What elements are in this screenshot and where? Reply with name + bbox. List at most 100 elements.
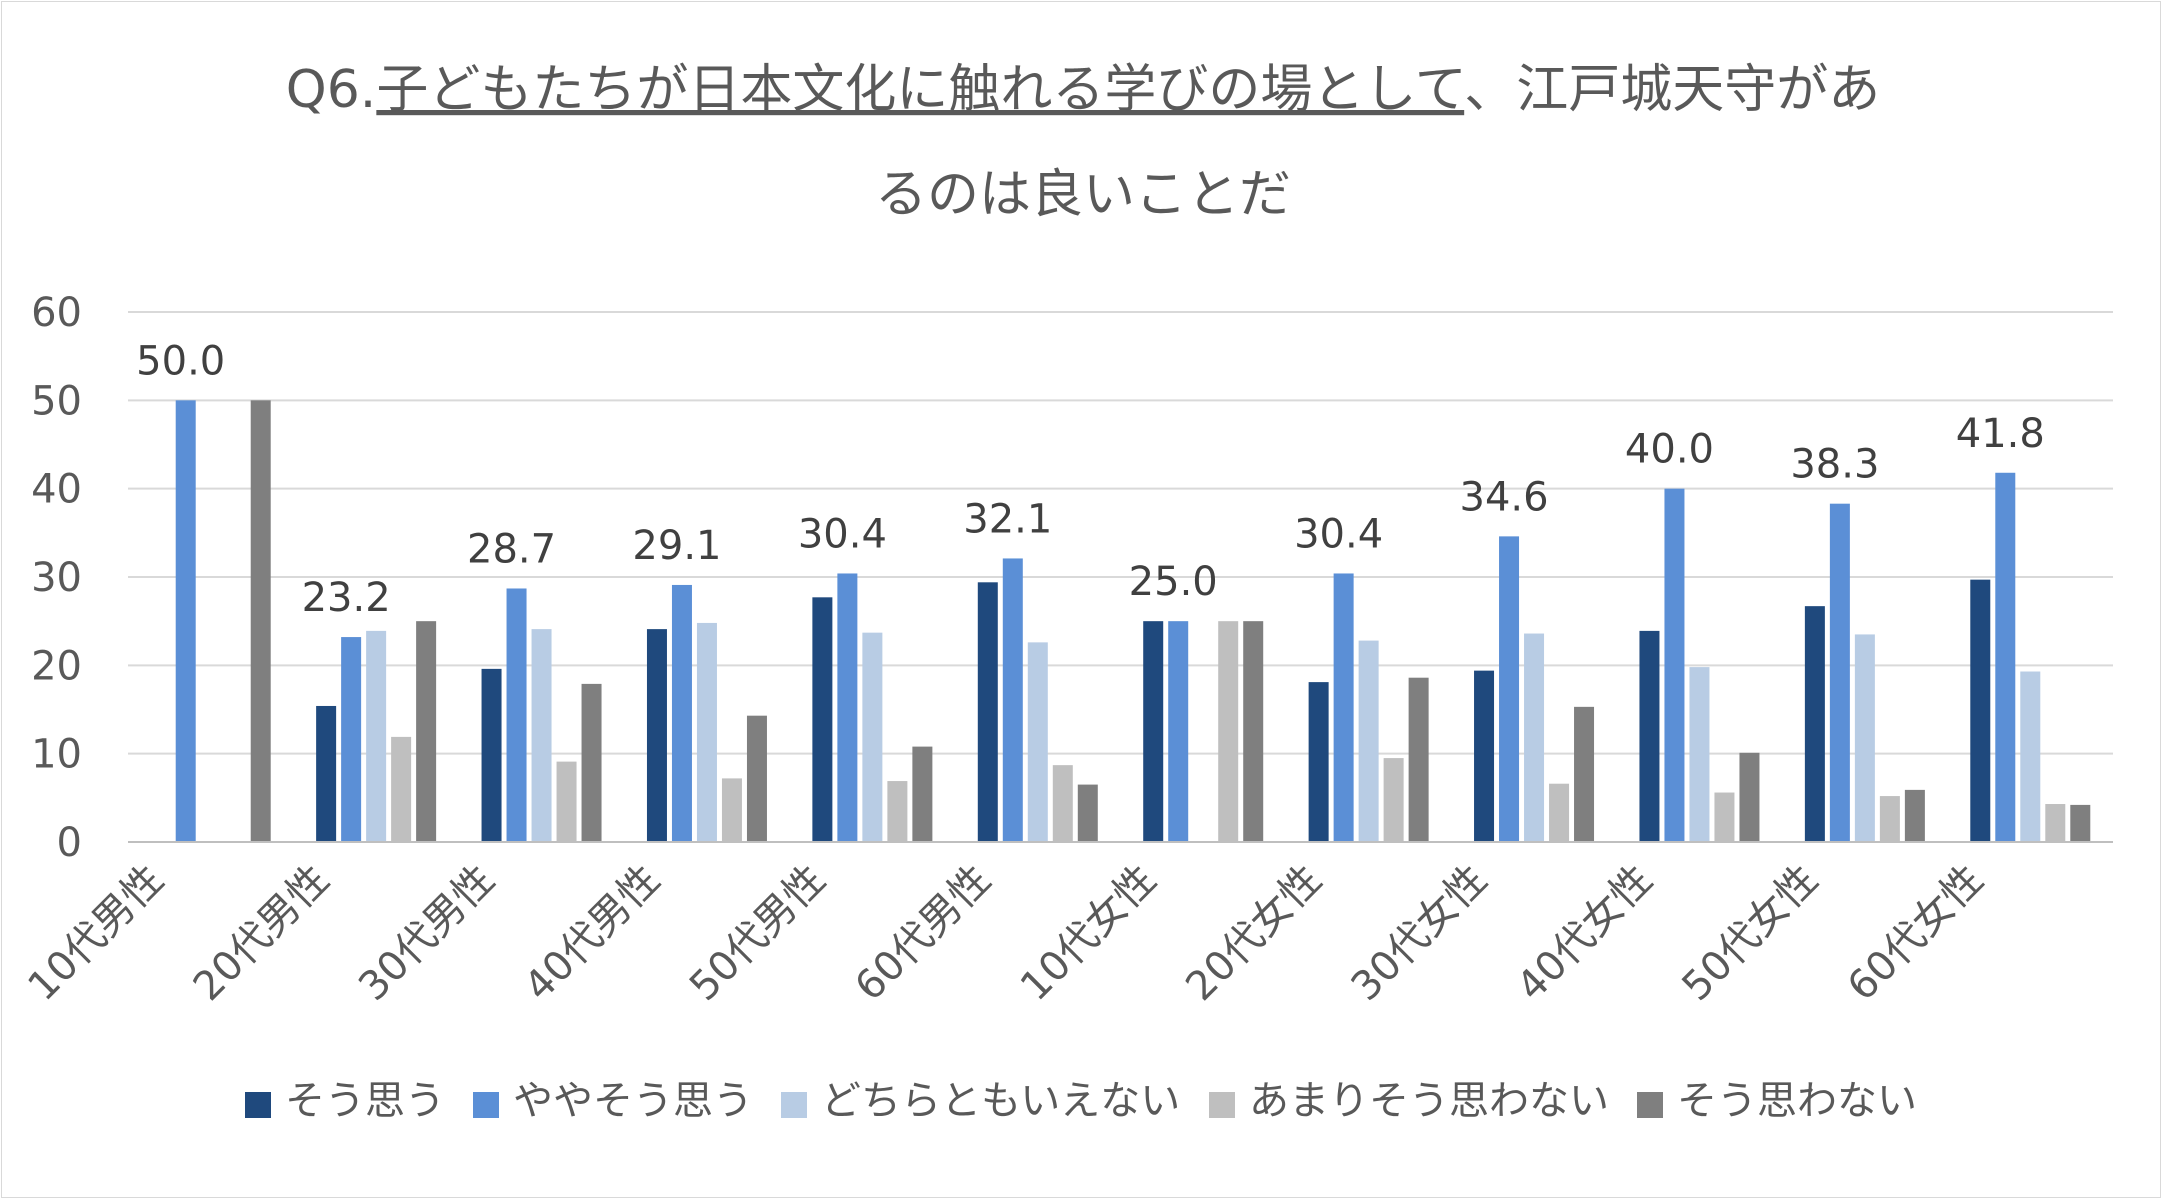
- bar: [1854, 634, 1875, 842]
- bar: [721, 778, 742, 842]
- bar: [1879, 796, 1900, 842]
- legend-swatch: [1209, 1092, 1235, 1118]
- bar: [1027, 642, 1048, 842]
- bar: [862, 632, 883, 842]
- data-label: 40.0: [1625, 427, 1714, 473]
- bar: [581, 683, 602, 842]
- legend-label: どちらともいえない: [821, 1078, 1180, 1124]
- legend-swatch: [473, 1092, 499, 1118]
- bar: [1333, 573, 1354, 842]
- x-tick-label: 40代女性: [1508, 857, 1661, 1010]
- chart-title-line2: るのは良いことだ: [875, 165, 1291, 225]
- bar: [1052, 765, 1073, 842]
- y-tick-label: 40: [31, 467, 82, 513]
- data-label: 41.8: [1956, 411, 2045, 457]
- bar: [1970, 579, 1991, 842]
- data-label: 30.4: [798, 511, 887, 557]
- y-tick-label: 0: [57, 820, 82, 866]
- data-label: 23.2: [302, 575, 391, 621]
- bar: [977, 582, 998, 842]
- bar: [1358, 640, 1379, 842]
- bar: [506, 588, 527, 842]
- bar: [696, 622, 717, 842]
- bar: [1664, 488, 1685, 842]
- chart-title: Q6.子どもたちが日本文化に触れる学びの場として、江戸城天守があ るのは良いこと…: [286, 60, 1880, 225]
- x-tick-label: 30代女性: [1343, 857, 1496, 1010]
- legend-label: そう思う: [285, 1078, 445, 1124]
- bar: [341, 637, 362, 842]
- legend-label: そう思わない: [1677, 1078, 1917, 1124]
- x-tick-label: 30代男性: [350, 857, 503, 1010]
- bar: [531, 629, 552, 842]
- x-tick-label: 50代女性: [1674, 857, 1827, 1010]
- bar: [2045, 804, 2066, 842]
- bar: [1639, 630, 1660, 842]
- bar: [556, 761, 577, 842]
- bar: [250, 400, 271, 842]
- bar: [1143, 621, 1164, 842]
- legend-label: ややそう思う: [513, 1078, 753, 1124]
- bar: [1904, 789, 1925, 842]
- legend-swatch: [781, 1092, 807, 1118]
- y-tick-label: 30: [31, 555, 82, 601]
- gridlines: [128, 311, 2113, 843]
- bar: [1002, 558, 1023, 842]
- bar: [391, 736, 412, 842]
- legend: そう思う ややそう思う どちらともいえない あまりそう思わない そう思わない: [245, 1078, 1917, 1124]
- bar: [746, 715, 767, 842]
- data-label: 28.7: [467, 526, 556, 572]
- bar: [912, 746, 933, 842]
- y-axis: 0 10 20 30 40 50 60: [31, 290, 82, 866]
- title-prefix: Q6.: [286, 60, 377, 120]
- bar: [1714, 792, 1735, 842]
- bar: [1168, 621, 1189, 842]
- x-tick-label: 60代女性: [1839, 857, 1992, 1010]
- x-tick-label: 40代男性: [516, 857, 669, 1010]
- x-axis: 10代男性 20代男性 30代男性 40代男性 50代男性 60代男性 10代女性 20代女性…: [19, 841, 2113, 1010]
- legend-swatch: [245, 1092, 271, 1118]
- bar: [1739, 752, 1760, 842]
- bar: [1574, 706, 1595, 842]
- bar: [1689, 667, 1710, 842]
- title-underlined: 子どもたちが日本文化に触れる学びの場として: [376, 60, 1464, 120]
- bar: [1804, 606, 1825, 842]
- bar: [837, 573, 858, 842]
- bar: [1829, 503, 1850, 842]
- bar: [316, 705, 337, 842]
- y-tick-label: 10: [31, 732, 82, 778]
- bar: [1243, 621, 1264, 842]
- data-labels: 50.0 23.2 28.7 29.1 30.4 32.1 25.0 30.4 34.6 40.0…: [136, 338, 2045, 621]
- bar: [2020, 671, 2041, 842]
- bar: [481, 668, 502, 842]
- data-label: 50.0: [136, 338, 225, 384]
- bar: [1474, 670, 1495, 842]
- data-label: 29.1: [632, 523, 721, 569]
- y-tick-label: 60: [31, 290, 82, 336]
- chart-title-line1: Q6.子どもたちが日本文化に触れる学びの場として、江戸城天守があ: [286, 60, 1880, 120]
- bar: [1077, 784, 1098, 842]
- bar: [1383, 758, 1404, 842]
- x-tick-label: 60代男性: [846, 857, 999, 1010]
- bar: [1308, 682, 1329, 842]
- bar: [1499, 536, 1520, 842]
- y-tick-label: 50: [31, 378, 82, 424]
- legend-swatch: [1637, 1092, 1663, 1118]
- x-tick-label: 20代女性: [1177, 857, 1330, 1010]
- legend-label: あまりそう思わない: [1249, 1078, 1609, 1124]
- bar: [812, 597, 833, 842]
- bar: [2070, 804, 2091, 842]
- title-suffix: 、江戸城天守があ: [1464, 60, 1880, 120]
- bar: [1549, 783, 1570, 842]
- data-label: 32.1: [963, 496, 1052, 542]
- bar: [1408, 677, 1429, 842]
- x-tick-label: 50代男性: [681, 857, 834, 1010]
- data-label: 25.0: [1129, 559, 1218, 605]
- bar: [671, 584, 692, 842]
- x-tick-label: 10代男性: [19, 857, 172, 1010]
- data-label: 34.6: [1460, 474, 1549, 520]
- bar: [646, 629, 667, 842]
- data-label: 30.4: [1294, 511, 1383, 557]
- bar: [416, 621, 437, 842]
- bars: [175, 400, 2091, 842]
